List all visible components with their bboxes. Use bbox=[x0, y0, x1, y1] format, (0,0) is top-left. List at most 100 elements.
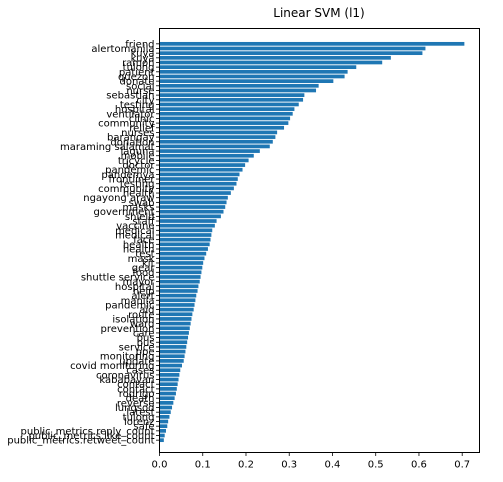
y-tick-label: sebastian bbox=[106, 91, 154, 102]
bar bbox=[159, 121, 289, 125]
y-tick-label: tulong bbox=[123, 412, 155, 423]
bar bbox=[159, 373, 180, 377]
y-tick-label: pandemic bbox=[105, 300, 154, 311]
y-tick-label: covid monitoring bbox=[70, 361, 154, 372]
bar bbox=[159, 345, 187, 349]
bar bbox=[159, 46, 426, 51]
bar bbox=[159, 116, 291, 121]
y-tick-label: service bbox=[119, 342, 155, 353]
bar bbox=[159, 228, 213, 233]
y-tick-label: contact bbox=[117, 380, 155, 391]
y-tick-label: masks bbox=[122, 203, 154, 214]
bar bbox=[159, 340, 188, 345]
bar bbox=[159, 363, 182, 368]
bar bbox=[159, 200, 227, 205]
bar bbox=[159, 251, 207, 256]
bar bbox=[159, 428, 166, 433]
y-tick-label: laguna bbox=[120, 147, 154, 158]
bar bbox=[159, 107, 295, 111]
y-tick-label: medical bbox=[115, 226, 154, 237]
bar bbox=[159, 284, 199, 289]
bar bbox=[159, 312, 193, 317]
bar bbox=[159, 74, 345, 79]
y-tick-label: nurse bbox=[126, 86, 154, 97]
y-tick-label: ward bbox=[130, 319, 155, 330]
bar bbox=[159, 354, 185, 359]
bar bbox=[159, 289, 198, 293]
y-tick-label: tulong bbox=[123, 63, 155, 74]
y-tick-label: vaccine bbox=[116, 221, 154, 232]
y-tick-label: ventilator bbox=[106, 109, 155, 120]
bar bbox=[159, 331, 189, 335]
y-tick-label: reverse bbox=[117, 398, 155, 409]
y-tick-label: bus bbox=[137, 338, 155, 349]
y-tick-label: pandemya bbox=[101, 170, 154, 181]
y-tick-label: swab bbox=[129, 198, 155, 209]
x-tick-label: 0.5 bbox=[368, 460, 384, 471]
bar bbox=[159, 349, 186, 354]
bar bbox=[159, 279, 200, 284]
y-tick-label: hospital bbox=[115, 282, 155, 293]
y-tick-label: pandemic bbox=[105, 165, 154, 176]
y-tick-label: manila bbox=[121, 296, 155, 307]
bar bbox=[159, 275, 201, 279]
bar bbox=[159, 223, 215, 228]
bar bbox=[159, 144, 270, 149]
y-tick-label: health bbox=[123, 244, 155, 255]
y-tick-label: donate bbox=[119, 77, 154, 88]
bar bbox=[159, 158, 249, 163]
y-tick-label: safe bbox=[133, 422, 154, 433]
bar bbox=[159, 102, 299, 107]
y-tick-label: nurses bbox=[121, 128, 154, 139]
y-tick-label: ppe bbox=[136, 347, 155, 358]
bar bbox=[159, 209, 224, 214]
y-tick-label: medical bbox=[115, 231, 154, 242]
x-tick-label: 0.6 bbox=[411, 460, 427, 471]
bar bbox=[159, 401, 174, 405]
y-tick-label: mask bbox=[128, 254, 155, 265]
y-tick-label: kuya bbox=[131, 49, 155, 60]
y-tick-label: clinic bbox=[129, 114, 155, 125]
bar bbox=[159, 153, 254, 158]
bar bbox=[159, 130, 278, 135]
y-tick-label: doctor bbox=[122, 161, 155, 172]
bar bbox=[159, 298, 196, 303]
y-tick-label: city bbox=[136, 95, 154, 106]
bar bbox=[159, 195, 228, 200]
bar bbox=[159, 261, 204, 265]
bar bbox=[159, 396, 175, 401]
bar bbox=[159, 405, 173, 410]
bar bbox=[159, 317, 192, 321]
y-tick-label: alertomanila bbox=[91, 44, 154, 55]
bar bbox=[159, 414, 170, 419]
bar bbox=[159, 307, 194, 312]
bar bbox=[159, 237, 211, 242]
plot-frame bbox=[159, 28, 480, 453]
y-tick-label: shield bbox=[125, 212, 155, 223]
y-tick-label: care bbox=[133, 328, 155, 339]
y-tick-label: lorenz bbox=[124, 417, 155, 428]
y-tick-label: prevention bbox=[101, 324, 155, 335]
y-tick-label: public_metrics.like_count bbox=[28, 431, 154, 442]
bar bbox=[159, 335, 189, 340]
y-tick-label: kababayan bbox=[99, 375, 154, 386]
bar bbox=[159, 191, 231, 195]
bar bbox=[159, 377, 179, 382]
y-tick-label: latest bbox=[126, 408, 154, 419]
y-tick-label: kuya bbox=[131, 53, 155, 64]
bar bbox=[159, 88, 317, 93]
bar bbox=[159, 125, 285, 130]
bar bbox=[159, 265, 203, 270]
y-tick-label: quezon bbox=[118, 72, 155, 83]
bar bbox=[159, 419, 169, 424]
y-tick-label: contact bbox=[117, 384, 155, 395]
bar bbox=[159, 55, 391, 60]
bar bbox=[159, 97, 304, 102]
y-tick-label: face bbox=[133, 235, 154, 246]
bar bbox=[159, 359, 184, 363]
y-tick-label: donation bbox=[110, 137, 154, 148]
y-tick-label: ngayong araw bbox=[83, 193, 154, 204]
y-tick-label: community bbox=[98, 119, 154, 130]
y-tick-label: patient bbox=[119, 67, 155, 78]
